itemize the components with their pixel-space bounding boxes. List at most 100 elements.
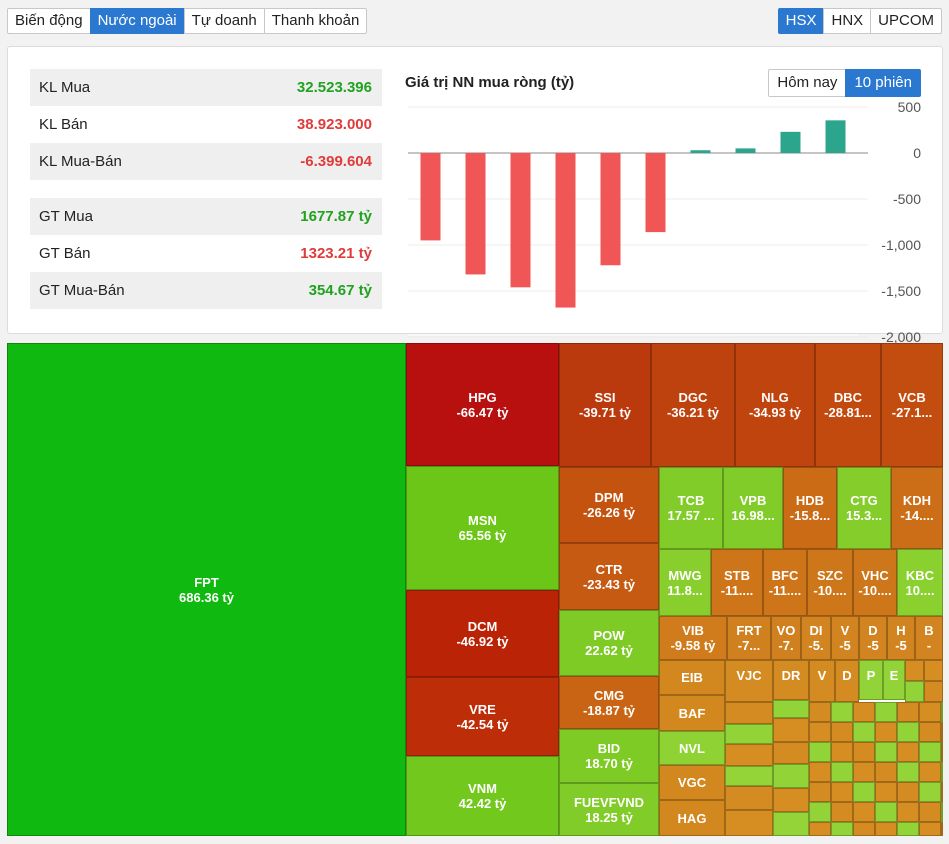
treemap-cell-small[interactable] — [875, 722, 897, 742]
treemap-cell-dpm[interactable]: DPM -26.26 tỷ — [559, 467, 659, 543]
tab-hsx[interactable]: HSX — [777, 8, 825, 34]
treemap-cell-dbc[interactable]: DBC -28.81... — [815, 343, 881, 467]
treemap-cell-b[interactable]: B- — [915, 616, 943, 660]
treemap-cell-vib[interactable]: VIB -9.58 tỷ — [659, 616, 727, 660]
treemap-cell-nvl[interactable]: NVL — [659, 731, 725, 765]
treemap-cell-small[interactable] — [773, 764, 809, 788]
treemap-cell-small[interactable] — [941, 702, 943, 722]
treemap-cell-small[interactable] — [725, 786, 773, 810]
treemap-cell-tcb[interactable]: TCB 17.57 ... — [659, 467, 723, 549]
treemap-cell-small[interactable] — [897, 762, 919, 782]
treemap-cell-small[interactable] — [773, 788, 809, 812]
treemap-cell-fuevfvnd[interactable]: FUEVFVND 18.25 tỷ — [559, 783, 659, 836]
treemap-cell-small[interactable] — [725, 744, 773, 766]
treemap-cell-small[interactable] — [919, 782, 941, 802]
treemap-cell-small[interactable] — [897, 802, 919, 822]
treemap-cell-small[interactable] — [809, 802, 831, 822]
treemap-cell-small[interactable] — [941, 822, 943, 836]
treemap-cell-fpt[interactable]: FPT 686.36 tỷ — [7, 343, 406, 836]
treemap-cell-small[interactable] — [941, 802, 943, 822]
treemap-cell-p[interactable]: P — [859, 660, 883, 700]
treemap-cell-small[interactable] — [809, 742, 831, 762]
treemap-cell-bid[interactable]: BID 18.70 tỷ — [559, 729, 659, 783]
treemap-cell-vnm[interactable]: VNM 42.42 tỷ — [406, 756, 559, 836]
treemap-cell-small[interactable] — [875, 762, 897, 782]
treemap-cell-cmg[interactable]: CMG -18.87 tỷ — [559, 676, 659, 729]
treemap-cell-small[interactable] — [831, 762, 853, 782]
treemap-cell-vcb[interactable]: VCB -27.1... — [881, 343, 943, 467]
treemap-cell-vhc[interactable]: VHC -10.... — [853, 549, 897, 616]
treemap-cell-small[interactable] — [809, 782, 831, 802]
tab-tu-doanh[interactable]: Tự doanh — [183, 8, 265, 34]
treemap-cell-small[interactable] — [773, 812, 809, 836]
treemap-cell-small[interactable] — [773, 742, 809, 764]
treemap-cell-d[interactable]: D -5 — [859, 616, 887, 660]
treemap-cell-v[interactable]: V -5 — [831, 616, 859, 660]
treemap-cell-v[interactable]: V — [809, 660, 835, 702]
treemap-cell-vre[interactable]: VRE -42.54 tỷ — [406, 677, 559, 756]
treemap-cell-small[interactable] — [941, 762, 943, 782]
treemap-cell-small[interactable] — [919, 762, 941, 782]
treemap-cell-small[interactable] — [773, 718, 809, 742]
treemap-cell-small[interactable] — [725, 724, 773, 744]
treemap-cell-small[interactable] — [875, 742, 897, 762]
treemap-cell-small[interactable] — [853, 722, 875, 742]
treemap-cell-small[interactable] — [853, 782, 875, 802]
treemap-cell-small[interactable] — [941, 782, 943, 802]
treemap-cell-frt[interactable]: FRT -7... — [727, 616, 771, 660]
treemap-cell-kdh[interactable]: KDH -14.... — [891, 467, 943, 549]
treemap-cell-nlg[interactable]: NLG -34.93 tỷ — [735, 343, 815, 467]
treemap-cell-small[interactable] — [919, 722, 941, 742]
treemap-cell-small[interactable] — [809, 702, 831, 722]
treemap-cell-small[interactable] — [875, 822, 897, 836]
treemap-cell-small[interactable] — [919, 802, 941, 822]
treemap-cell-small[interactable] — [809, 722, 831, 742]
tab-hnx[interactable]: HNX — [823, 8, 872, 34]
tab-nuoc-ngoai[interactable]: Nước ngoài — [89, 8, 185, 34]
treemap-cell-ctg[interactable]: CTG 15.3... — [837, 467, 891, 549]
treemap-cell-small[interactable] — [853, 802, 875, 822]
treemap-cell-vo[interactable]: VO -7. — [771, 616, 801, 660]
treemap-cell-ctr[interactable]: CTR -23.43 tỷ — [559, 543, 659, 610]
treemap-cell-bfc[interactable]: BFC -11.... — [763, 549, 807, 616]
tab-thanh-khoan[interactable]: Thanh khoản — [263, 8, 368, 34]
treemap-cell-d[interactable]: D — [835, 660, 859, 702]
treemap-cell-small[interactable] — [853, 702, 875, 722]
tab-hom-nay[interactable]: Hôm nay — [768, 69, 847, 97]
treemap-cell-small[interactable] — [875, 702, 897, 722]
tab-10-phien[interactable]: 10 phiên — [845, 69, 921, 97]
tab-bien-dong[interactable]: Biến động — [7, 8, 91, 34]
treemap-cell-small[interactable] — [853, 762, 875, 782]
treemap-cell-pow[interactable]: POW 22.62 tỷ — [559, 610, 659, 676]
treemap-cell-hpg[interactable]: HPG -66.47 tỷ — [406, 343, 559, 466]
treemap-cell-small[interactable] — [831, 782, 853, 802]
treemap-cell-small[interactable] — [831, 722, 853, 742]
treemap-cell-hdb[interactable]: HDB -15.8... — [783, 467, 837, 549]
treemap-cell-msn[interactable]: MSN 65.56 tỷ — [406, 466, 559, 590]
treemap-cell-dgc[interactable]: DGC -36.21 tỷ — [651, 343, 735, 467]
treemap-cell-kbc[interactable]: KBC 10.... — [897, 549, 943, 616]
treemap-cell-vpb[interactable]: VPB 16.98... — [723, 467, 783, 549]
treemap-cell-small[interactable] — [809, 822, 831, 836]
treemap-cell-small[interactable] — [919, 742, 941, 762]
treemap-cell-small[interactable] — [919, 822, 941, 836]
treemap-cell-small[interactable] — [853, 822, 875, 836]
treemap-cell-small[interactable] — [905, 660, 924, 681]
treemap-cell-ssi[interactable]: SSI -39.71 tỷ — [559, 343, 651, 467]
treemap-cell-small[interactable] — [924, 660, 943, 681]
treemap-cell-szc[interactable]: SZC -10.... — [807, 549, 853, 616]
treemap-cell-small[interactable] — [725, 810, 773, 836]
treemap-cell-eib[interactable]: EIB — [659, 660, 725, 695]
treemap-cell-vjc[interactable]: VJC — [725, 660, 773, 702]
treemap-cell-small[interactable] — [897, 702, 919, 722]
treemap-cell-vgc[interactable]: VGC — [659, 765, 725, 800]
treemap-cell-small[interactable] — [897, 722, 919, 742]
treemap-cell-small[interactable] — [897, 822, 919, 836]
treemap-cell-small[interactable] — [831, 742, 853, 762]
treemap-cell-small[interactable] — [875, 782, 897, 802]
treemap-cell-baf[interactable]: BAF — [659, 695, 725, 731]
treemap-cell-small[interactable] — [725, 766, 773, 786]
treemap-cell-small[interactable] — [853, 742, 875, 762]
treemap-cell-stb[interactable]: STB -11.... — [711, 549, 763, 616]
treemap-cell-di[interactable]: DI -5. — [801, 616, 831, 660]
